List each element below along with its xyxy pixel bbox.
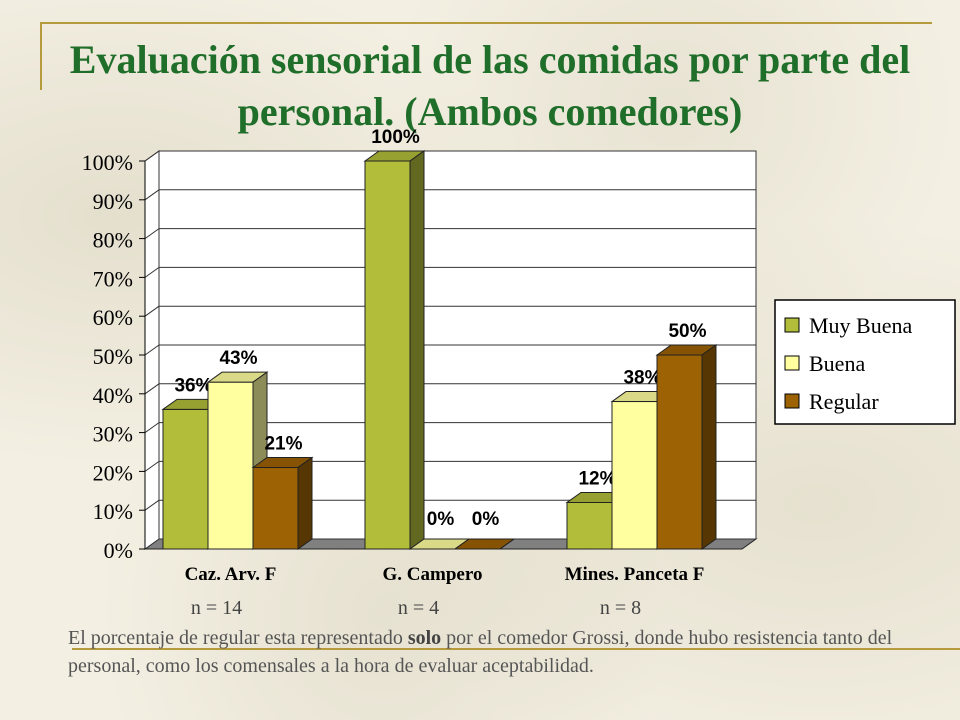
data-label: 38% <box>623 368 661 389</box>
gridline-diagonal <box>144 499 160 511</box>
gridline-diagonal <box>144 305 160 317</box>
footnote-part2: por el comedor Grossi, donde hubo resist… <box>68 627 893 677</box>
data-label: 12% <box>578 468 616 489</box>
legend-label: Regular <box>809 389 879 414</box>
left-rule <box>40 22 42 90</box>
x-tick-label: Caz. Arv. F <box>185 564 277 585</box>
sample-size-label: n = 8 <box>600 597 641 619</box>
legend-box <box>774 299 956 425</box>
x-tick-label: G. Campero <box>383 564 483 585</box>
data-label: 43% <box>219 348 257 369</box>
bar <box>611 401 658 550</box>
y-tick-label: 0% <box>104 538 133 563</box>
footnote-part1: El porcentaje de regular esta representa… <box>68 627 408 649</box>
gridline-diagonal <box>144 266 160 278</box>
gridline-diagonal <box>144 422 160 434</box>
gridline-diagonal <box>144 228 160 240</box>
legend-swatch <box>784 317 800 333</box>
bar <box>252 467 299 550</box>
bar <box>364 160 411 550</box>
y-tick-label: 50% <box>93 344 133 369</box>
legend-swatch <box>784 355 800 371</box>
legend-label: Muy Buena <box>809 313 913 338</box>
y-tick-label: 100% <box>82 150 133 175</box>
legend-swatch <box>784 393 800 409</box>
y-tick-label: 60% <box>93 305 133 330</box>
bar-chart: 0% 10% 20% 30% 40% 50% 60% 70% 80% 90% 100% 36% 43% 2… <box>82 127 956 619</box>
bar-side <box>701 344 717 550</box>
bottom-rule <box>72 648 960 650</box>
sample-size-label: n = 4 <box>398 597 439 619</box>
bar-side <box>409 150 425 550</box>
y-tick-label: 20% <box>93 460 133 485</box>
bar <box>656 354 703 550</box>
bar <box>566 501 613 550</box>
sample-size-label: n = 14 <box>191 597 242 619</box>
footnote: El porcentaje de regular esta representa… <box>68 624 908 680</box>
y-tick-label: 80% <box>93 228 133 253</box>
bar <box>207 381 254 550</box>
gridline-diagonal <box>144 189 160 201</box>
y-tick-label: 90% <box>93 189 133 214</box>
top-rule <box>40 22 932 24</box>
gridline-diagonal <box>144 150 160 162</box>
bar <box>162 408 209 550</box>
data-label: 50% <box>668 321 706 342</box>
bar-side <box>297 456 313 550</box>
data-label: 21% <box>264 434 302 455</box>
slide-title: Evaluación sensorial de las comidas por … <box>69 37 911 134</box>
data-label: 36% <box>174 375 212 396</box>
x-tick-label: Mines. Panceta F <box>565 564 705 585</box>
y-tick-label: 30% <box>93 422 133 447</box>
data-label: 100% <box>371 127 420 148</box>
y-tick-label: 10% <box>93 499 133 524</box>
data-label: 0% <box>427 509 455 530</box>
bar-side <box>499 538 515 550</box>
legend-label: Buena <box>809 351 865 376</box>
gridline-diagonal <box>144 460 160 472</box>
y-tick-label: 70% <box>93 266 133 291</box>
gridline-diagonal <box>144 344 160 356</box>
y-tick-label: 40% <box>93 383 133 408</box>
data-label: 0% <box>472 509 500 530</box>
gridline-diagonal <box>144 383 160 395</box>
footnote-bold: solo <box>407 627 442 649</box>
